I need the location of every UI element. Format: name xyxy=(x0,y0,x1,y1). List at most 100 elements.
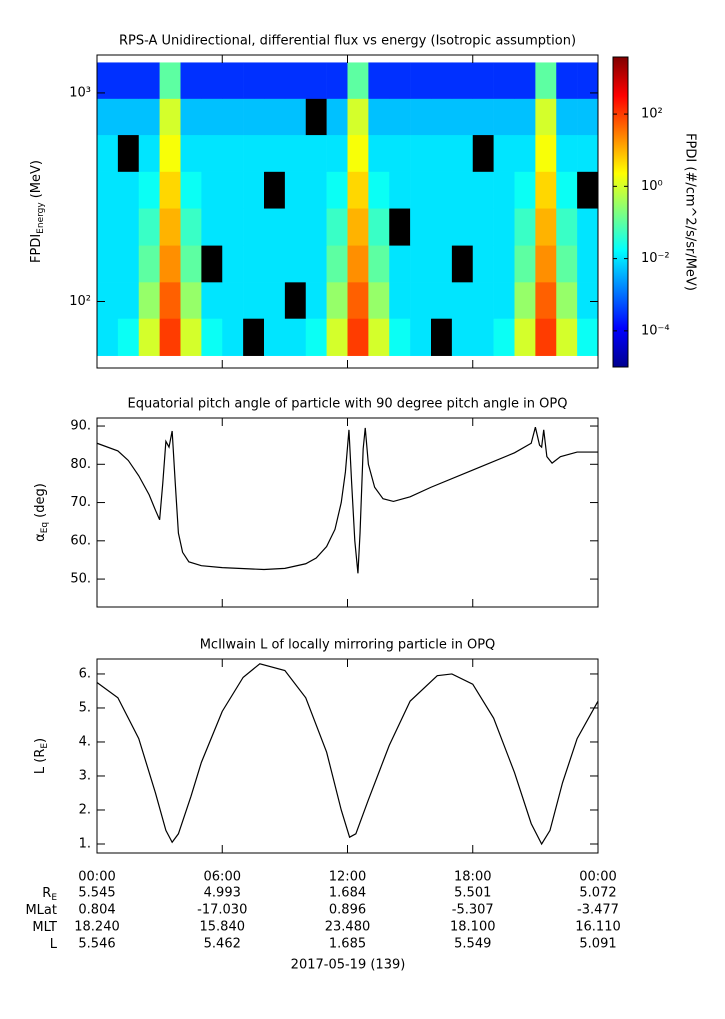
heatmap-cell xyxy=(97,134,119,172)
heatmap-cell xyxy=(431,98,453,136)
heatmap-cell xyxy=(159,318,181,356)
heatmap-cell xyxy=(284,282,307,319)
y-tick-label: 10³ xyxy=(69,85,91,100)
heatmap-cell xyxy=(577,318,599,356)
heatmap-cell xyxy=(577,208,599,246)
heatmap-cell xyxy=(410,171,432,209)
heatmap-cell xyxy=(159,245,181,283)
heatmap-cell xyxy=(535,208,557,246)
heatmap-cell xyxy=(514,282,536,319)
heatmap-cell xyxy=(117,318,140,356)
ephemeris-value: 5.072 xyxy=(579,886,616,901)
heatmap-cell xyxy=(97,98,119,136)
ephemeris-row-label: MLT xyxy=(32,920,57,935)
y-axis-label-part: FPDI xyxy=(29,234,44,263)
heatmap-cell xyxy=(243,245,265,283)
heatmap-cell xyxy=(368,134,390,172)
heatmap-cell xyxy=(326,62,348,99)
heatmap-cell xyxy=(138,134,160,172)
heatmap-cell xyxy=(389,282,411,319)
heatmap-cell xyxy=(138,62,160,99)
ephemeris-value: -3.477 xyxy=(577,903,619,918)
colorbar-tick-label: 10⁻² xyxy=(641,251,670,266)
y-axis-label: αEq (deg) xyxy=(33,483,50,542)
heatmap-cell xyxy=(284,318,307,356)
heatmap-cell xyxy=(284,98,307,136)
x-tick-label: 00:00 xyxy=(78,870,115,885)
heatmap-cell xyxy=(180,134,202,172)
heatmap-cell xyxy=(472,62,494,99)
heatmap-cell xyxy=(264,134,286,172)
heatmap-cell xyxy=(556,245,578,283)
heatmap-cell xyxy=(117,171,140,209)
heatmap-cell xyxy=(326,98,348,136)
heatmap-cell xyxy=(243,318,265,356)
ephemeris-value: 0.804 xyxy=(78,903,115,918)
ephemeris-row-label-part: MLT xyxy=(32,920,57,935)
heatmap-cell xyxy=(180,245,202,283)
y-tick-label: 3. xyxy=(79,768,91,783)
heatmap-cell xyxy=(159,98,181,136)
heatmap-cell xyxy=(159,171,181,209)
heatmap-cell xyxy=(493,98,515,136)
heatmap-cell xyxy=(201,245,223,283)
heatmap-cell xyxy=(577,171,599,209)
ephemeris-value: 5.545 xyxy=(78,886,115,901)
heatmap-cell xyxy=(347,282,369,319)
heatmap-cell xyxy=(389,318,411,356)
heatmap-cell xyxy=(97,208,119,246)
heatmap-cell xyxy=(243,171,265,209)
heatmap-cell xyxy=(284,134,307,172)
y-axis-label-part: (MeV) xyxy=(29,160,44,198)
heatmap-cell xyxy=(305,282,327,319)
heatmap-cell xyxy=(180,318,202,356)
heatmap-cell xyxy=(472,282,494,319)
heatmap-cell xyxy=(389,134,411,172)
heatmap-cell xyxy=(222,134,244,172)
heatmap-cell xyxy=(243,282,265,319)
heatmap-cell xyxy=(556,282,578,319)
ephemeris-value: -5.307 xyxy=(452,903,494,918)
heatmap-cell xyxy=(368,171,390,209)
heatmap-cell xyxy=(368,282,390,319)
heatmap-cell xyxy=(326,171,348,209)
heatmap-cell xyxy=(97,171,119,209)
panel-title: RPS-A Unidirectional, differential flux … xyxy=(119,34,576,49)
heatmap-cell xyxy=(117,62,140,99)
heatmap-cell xyxy=(264,318,286,356)
heatmap-cell xyxy=(222,282,244,319)
heatmap-cell xyxy=(577,282,599,319)
heatmap-cell xyxy=(410,282,432,319)
heatmap-cell xyxy=(431,318,453,356)
heatmap-cell xyxy=(138,98,160,136)
colorbar xyxy=(612,56,629,368)
heatmap-cell xyxy=(431,282,453,319)
data-line xyxy=(96,427,598,574)
heatmap-cell xyxy=(410,245,432,283)
heatmap-cell xyxy=(451,245,474,283)
heatmap-cell xyxy=(264,62,286,99)
heatmap-cell xyxy=(514,62,536,99)
ephemeris-value: 4.993 xyxy=(204,886,241,901)
y-axis-label-part: (deg) xyxy=(33,483,48,518)
heatmap-cell xyxy=(451,208,474,246)
ephemeris-value: 16.110 xyxy=(575,920,621,935)
heatmap-cell xyxy=(556,208,578,246)
ephemeris-row-label: RE xyxy=(42,886,57,903)
x-tick-label: 00:00 xyxy=(579,870,616,885)
heatmap-cell xyxy=(264,208,286,246)
heatmap-cell xyxy=(493,245,515,283)
y-axis-label-part: ) xyxy=(33,738,48,743)
heatmap-cell xyxy=(514,134,536,172)
y-axis-label: FPDIEnergy (MeV) xyxy=(29,160,46,263)
ephemeris-value: 1.685 xyxy=(329,937,366,952)
heatmap-cell xyxy=(493,134,515,172)
ephemeris-value: 5.091 xyxy=(579,937,616,952)
y-tick-label: 4. xyxy=(79,734,91,749)
ephemeris-row-label: MLat xyxy=(25,903,57,918)
heatmap-cell xyxy=(389,208,411,246)
heatmap-cell xyxy=(305,245,327,283)
heatmap-cell xyxy=(431,62,453,99)
heatmap-cell xyxy=(472,171,494,209)
